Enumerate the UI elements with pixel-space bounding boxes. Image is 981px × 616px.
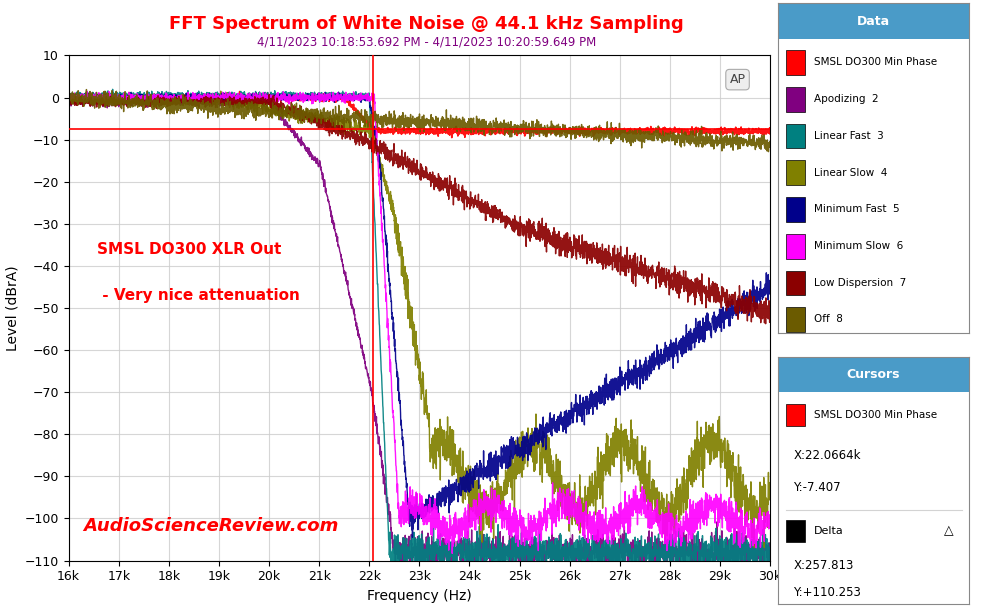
Text: Delta: Delta — [814, 526, 844, 536]
Bar — [786, 160, 804, 185]
Text: AP: AP — [730, 73, 746, 86]
Bar — [786, 520, 804, 542]
Bar — [786, 124, 804, 148]
Text: Off  8: Off 8 — [814, 314, 843, 325]
Bar — [786, 307, 804, 332]
Bar — [778, 357, 969, 392]
Text: Y:+110.253: Y:+110.253 — [794, 586, 861, 599]
Text: SMSL DO300 Min Phase: SMSL DO300 Min Phase — [814, 410, 938, 420]
Text: SMSL DO300 Min Phase: SMSL DO300 Min Phase — [814, 57, 938, 67]
Text: FFT Spectrum of White Noise @ 44.1 kHz Sampling: FFT Spectrum of White Noise @ 44.1 kHz S… — [170, 15, 684, 33]
Bar — [786, 87, 804, 111]
Text: 4/11/2023 10:18:53.692 PM - 4/11/2023 10:20:59.649 PM: 4/11/2023 10:18:53.692 PM - 4/11/2023 10… — [257, 36, 596, 49]
Text: X:257.813: X:257.813 — [794, 559, 853, 572]
Bar — [786, 234, 804, 259]
Text: - Very nice attenuation: - Very nice attenuation — [97, 288, 299, 303]
Y-axis label: Level (dBrA): Level (dBrA) — [5, 265, 19, 351]
Text: X:22.0664k: X:22.0664k — [794, 449, 860, 463]
Text: Data: Data — [857, 15, 890, 28]
Text: Y:-7.407: Y:-7.407 — [794, 481, 841, 495]
Bar — [786, 197, 804, 222]
Text: Minimum Fast  5: Minimum Fast 5 — [814, 205, 900, 214]
Bar — [786, 404, 804, 426]
Text: Minimum Slow  6: Minimum Slow 6 — [814, 241, 904, 251]
Text: Apodizing  2: Apodizing 2 — [814, 94, 879, 104]
X-axis label: Frequency (Hz): Frequency (Hz) — [367, 589, 472, 603]
Bar — [786, 270, 804, 295]
Bar — [778, 3, 969, 39]
Text: Linear Slow  4: Linear Slow 4 — [814, 168, 888, 177]
Bar — [786, 51, 804, 75]
Text: Low Dispersion  7: Low Dispersion 7 — [814, 278, 906, 288]
Text: Cursors: Cursors — [847, 368, 901, 381]
Text: Linear Fast  3: Linear Fast 3 — [814, 131, 884, 141]
Text: SMSL DO300 XLR Out: SMSL DO300 XLR Out — [97, 242, 282, 257]
Text: AudioScienceReview.com: AudioScienceReview.com — [82, 517, 338, 535]
Text: △: △ — [945, 524, 954, 538]
